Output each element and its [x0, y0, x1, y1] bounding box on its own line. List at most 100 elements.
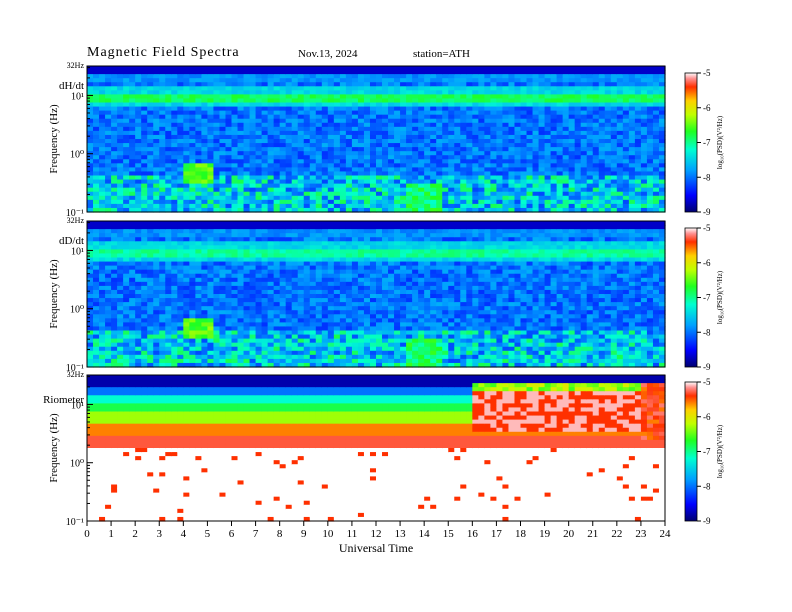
- spectrogram-cell: [550, 163, 558, 168]
- spectrogram-cell: [303, 322, 311, 328]
- spectrogram-cell: [303, 147, 311, 152]
- spectrogram-cell: [267, 147, 275, 152]
- spectrogram-cell: [153, 195, 160, 201]
- spectrogram-cell: [327, 110, 335, 116]
- spectrogram-cell: [526, 191, 534, 197]
- spectrogram-cell: [189, 289, 196, 295]
- spectrogram-cell: [297, 314, 305, 319]
- spectrogram-cell: [291, 118, 299, 124]
- spectrogram-cell: [351, 159, 359, 164]
- spectrogram-cell: [538, 183, 546, 189]
- spectrogram-cell: [315, 94, 323, 100]
- spectrogram-cell: [466, 207, 473, 213]
- spectrogram-cell: [652, 195, 660, 201]
- spectrogram-cell: [225, 314, 233, 319]
- spectrogram-cell: [225, 322, 233, 328]
- spectrogram-cell: [327, 342, 335, 348]
- spectrogram-cell: [357, 151, 365, 156]
- spectrogram-cell: [165, 86, 172, 91]
- spectrogram-cell: [153, 179, 160, 185]
- spectrogram-cell: [123, 281, 130, 287]
- spectrogram-cell: [243, 314, 251, 319]
- spectrogram-cell: [165, 310, 172, 315]
- spectrogram-cell: [412, 102, 419, 108]
- spectrogram-cell: [574, 94, 582, 100]
- spectrogram-cell: [418, 94, 425, 100]
- colorbar-tick-label: -6: [703, 103, 711, 113]
- spectrogram-cell: [135, 249, 142, 255]
- spectrogram-cell: [207, 175, 215, 181]
- spectrogram-cell: [249, 269, 257, 275]
- spectrogram-cell: [129, 86, 136, 91]
- spectrogram-cell: [309, 350, 317, 356]
- spectrogram-cell: [123, 78, 130, 83]
- spectrogram-cell: [171, 143, 178, 148]
- spectrogram-cell: [111, 245, 118, 250]
- spectrogram-cell: [129, 233, 136, 238]
- spectrogram-cell: [219, 187, 227, 193]
- spectrogram-cell: [129, 257, 136, 263]
- spectrogram-cell: [339, 147, 347, 152]
- spectrogram-cell: [321, 310, 329, 315]
- spectrogram-cell: [243, 203, 251, 209]
- spectrogram-cell: [598, 163, 606, 168]
- spectrogram-cell: [309, 130, 317, 136]
- spectrogram-cell: [111, 265, 118, 271]
- spectrogram-cell: [556, 159, 564, 164]
- spectrogram-cell: [267, 310, 275, 315]
- spectrogram-cell: [93, 191, 100, 197]
- spectrogram-cell: [153, 151, 160, 156]
- spectrogram-cell: [135, 82, 142, 87]
- spectrogram-cell: [400, 155, 407, 160]
- spectrogram-cell: [129, 310, 136, 315]
- spectrogram-cell: [406, 179, 413, 185]
- spectrogram-cell: [351, 122, 359, 128]
- spectrogram-cell: [243, 334, 251, 340]
- spectrogram-cell: [610, 98, 618, 104]
- spectrogram-cell: [478, 130, 485, 136]
- spectrogram-cell: [99, 245, 106, 250]
- spectrogram-cell: [369, 70, 377, 75]
- spectrogram-cell: [279, 225, 287, 230]
- spectrogram-cell: [436, 175, 443, 181]
- spectrogram-cell: [123, 302, 130, 307]
- spectrogram-cell: [303, 354, 311, 360]
- spectrogram-cell: [327, 159, 335, 164]
- spectrogram-cell: [219, 265, 227, 271]
- spectrogram-cell: [357, 66, 365, 71]
- spectrogram-cell: [327, 106, 335, 112]
- spectrogram-cell: [291, 106, 299, 112]
- spectrogram-cell: [430, 179, 437, 185]
- spectrogram-cell: [652, 106, 660, 112]
- spectrogram-cell: [99, 334, 106, 340]
- spectrogram-cell: [171, 229, 178, 234]
- spectrogram-cell: [369, 147, 377, 152]
- spectrogram-cell: [514, 122, 522, 128]
- spectrogram-cell: [165, 94, 172, 100]
- spectrogram-cell: [424, 191, 431, 197]
- spectrogram-cell: [327, 94, 335, 100]
- spectrogram-cell: [592, 179, 600, 185]
- spectrogram-cell: [646, 114, 654, 120]
- spectrogram-cell: [87, 134, 94, 140]
- spectrogram-cell: [141, 253, 148, 259]
- spectrogram-cell: [550, 187, 558, 193]
- spectrogram-cell: [297, 221, 305, 226]
- spectrogram-cell: [616, 207, 624, 213]
- spectrogram-cell: [514, 118, 522, 124]
- spectrogram-cell: [93, 273, 100, 279]
- spectrogram-cell: [153, 155, 160, 160]
- spectrogram-cell: [213, 334, 221, 340]
- spectrogram-cell: [550, 122, 558, 128]
- spectrogram-cell: [267, 183, 275, 189]
- spectrogram-cell: [243, 318, 251, 323]
- spectrogram-cell: [231, 237, 239, 242]
- spectrogram-cell: [243, 245, 251, 250]
- spectrogram-cell: [309, 338, 317, 344]
- spectrogram-cell: [418, 130, 425, 136]
- spectrogram-cell: [261, 102, 269, 108]
- spectrogram-cell: [177, 70, 184, 75]
- spectrogram-cell: [592, 171, 600, 177]
- spectrogram-cell: [345, 151, 353, 156]
- spectrogram-cell: [195, 253, 202, 259]
